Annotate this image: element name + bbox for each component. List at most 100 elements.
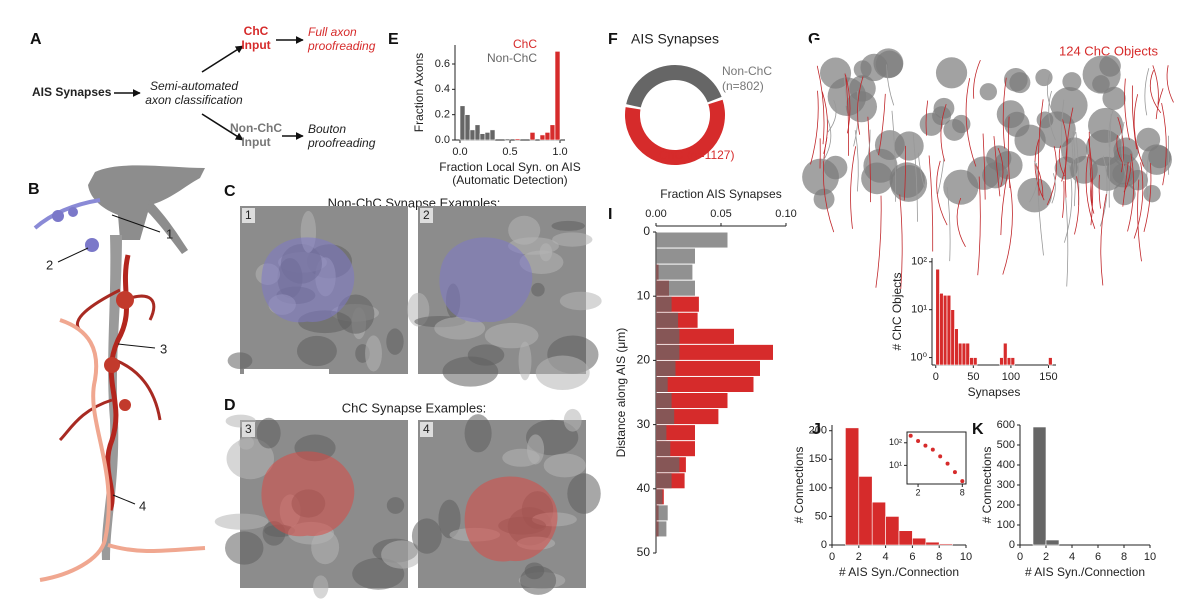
axon — [1037, 99, 1044, 196]
x-tick-label: 150 — [1039, 371, 1057, 383]
synapse-overlay — [261, 451, 355, 537]
cell-body — [1092, 75, 1110, 93]
axon — [928, 155, 934, 252]
em-texture — [438, 499, 461, 539]
axon — [925, 100, 929, 136]
diagram-result: Bouton — [308, 122, 346, 136]
x-tick-label: 8 — [936, 551, 942, 563]
neuron-render: 1 2 3 4 — [33, 165, 206, 582]
bar — [935, 268, 940, 366]
bar — [946, 294, 952, 366]
axon — [940, 104, 947, 162]
x-tick-label: 0 — [829, 551, 835, 563]
bar — [474, 124, 481, 141]
x-tick-label: 100 — [1002, 371, 1020, 383]
axon — [1034, 139, 1045, 201]
cell-body — [890, 164, 928, 202]
axon — [1046, 74, 1056, 117]
axon — [977, 176, 981, 276]
em-texture — [313, 575, 329, 599]
axon — [1161, 103, 1167, 186]
axon — [1127, 153, 1135, 232]
axon — [1065, 197, 1069, 287]
axon — [899, 194, 903, 290]
axon — [1123, 162, 1132, 193]
panel-label: K — [972, 421, 984, 438]
axon — [878, 93, 886, 156]
chc-render — [802, 40, 1178, 290]
bar — [656, 376, 668, 392]
axon — [936, 160, 948, 226]
bar — [1032, 426, 1047, 546]
axon — [850, 146, 857, 229]
axon — [863, 129, 871, 173]
bar — [549, 124, 556, 141]
em-texture — [535, 355, 590, 391]
axon — [1117, 116, 1124, 173]
axon — [1000, 174, 1008, 236]
panel-title: ChC Synapse Examples: — [342, 400, 487, 415]
y-tick-label: 500 — [997, 439, 1015, 451]
x-tick-label: 4 — [883, 551, 889, 563]
cell-body — [1035, 68, 1053, 87]
bar — [514, 138, 521, 141]
point — [952, 470, 957, 475]
em-texture — [518, 341, 532, 381]
chart-title: AIS Synapses — [631, 31, 719, 47]
arrow — [201, 45, 244, 73]
axon — [956, 197, 966, 248]
y-tick-label: 50 — [815, 510, 827, 522]
cell-body — [1112, 163, 1134, 185]
axon — [1062, 180, 1065, 218]
tile-label: 3 — [245, 422, 252, 436]
panel-label: I — [608, 206, 612, 223]
axon — [844, 73, 851, 134]
bar — [938, 543, 953, 546]
y-tick-label: 200 — [809, 425, 827, 437]
x-tick-label: 0.05 — [710, 208, 731, 220]
em-texture — [411, 518, 442, 554]
em-texture — [502, 448, 540, 467]
bar — [459, 105, 466, 141]
leader-line — [117, 343, 156, 349]
em-texture — [365, 335, 382, 372]
axon — [937, 157, 945, 195]
cell-body — [1102, 86, 1126, 111]
bar — [656, 505, 668, 521]
x-tick-label: 2 — [916, 487, 921, 497]
bar — [464, 114, 471, 141]
axon — [973, 59, 981, 99]
bar — [1003, 342, 1008, 366]
em-texture — [563, 408, 582, 432]
axon — [1051, 173, 1056, 204]
em-tiles: 1 2 3 4 — [214, 206, 602, 599]
axon — [845, 75, 849, 156]
x-tick-label: 6 — [909, 551, 915, 563]
bar — [539, 134, 546, 141]
tile-label: 1 — [245, 208, 252, 222]
axon — [1100, 194, 1107, 286]
bar — [958, 342, 963, 366]
axon — [1124, 78, 1130, 141]
panel-label: B — [28, 181, 40, 198]
em-texture — [227, 352, 253, 370]
axon — [1108, 114, 1112, 208]
x-axis-label: (Automatic Detection) — [452, 173, 567, 187]
em-texture — [226, 438, 275, 480]
point — [938, 454, 943, 459]
diagram-input: Input — [241, 135, 270, 149]
bar — [656, 344, 680, 360]
bar — [898, 530, 913, 546]
em-texture — [214, 513, 269, 530]
axon — [1046, 146, 1057, 206]
cell-body — [874, 130, 905, 161]
x-tick-label: 0.00 — [645, 208, 666, 220]
x-tick-label: 0.0 — [452, 146, 467, 158]
em-texture — [225, 531, 264, 565]
axon — [1152, 65, 1159, 105]
panel-label: J — [812, 421, 821, 438]
axon — [1074, 176, 1080, 235]
synapse-overlay — [464, 476, 558, 562]
y-tick-label: 300 — [997, 479, 1015, 491]
